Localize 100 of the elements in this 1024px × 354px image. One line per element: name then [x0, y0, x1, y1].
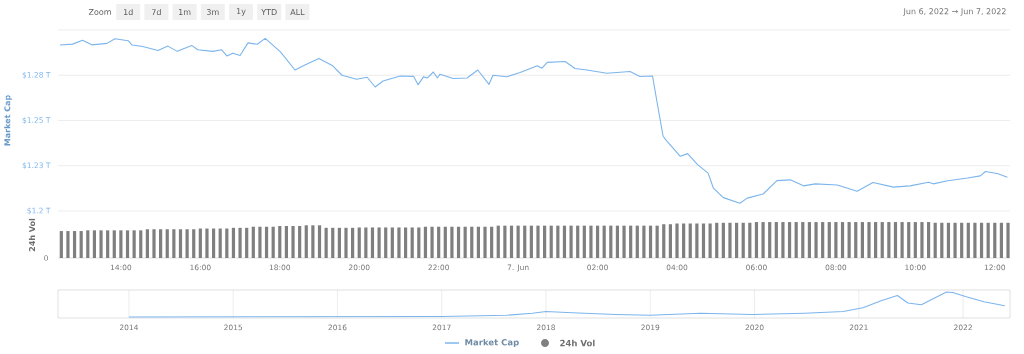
bar: [543, 225, 547, 258]
bar: [609, 225, 613, 258]
bar: [999, 222, 1003, 258]
bar: [966, 222, 970, 258]
bar: [258, 226, 262, 258]
bar: [211, 228, 216, 258]
bar: [456, 226, 461, 258]
bar: [993, 222, 997, 258]
bar: [867, 222, 871, 258]
bar: [887, 222, 891, 258]
bar: [337, 227, 341, 258]
bar: [1006, 222, 1010, 258]
bar: [390, 227, 394, 258]
bar: [973, 222, 977, 258]
bar: [807, 222, 812, 258]
bar: [874, 222, 878, 258]
bar: [225, 228, 229, 258]
bar: [417, 227, 421, 258]
bar: [648, 225, 653, 258]
bar: [397, 227, 401, 258]
bar: [145, 229, 149, 258]
bar: [615, 225, 620, 258]
bar: [298, 226, 302, 258]
bar: [933, 222, 937, 258]
bar: [827, 222, 831, 258]
bar: [549, 225, 553, 258]
bar: [880, 222, 884, 258]
bar: [907, 222, 911, 258]
bar: [251, 226, 255, 258]
bar: [602, 225, 606, 258]
bar: [245, 227, 249, 258]
bar: [979, 222, 984, 258]
bar: [165, 229, 169, 258]
bar: [443, 226, 447, 258]
bar: [953, 222, 957, 258]
bar: [516, 225, 520, 258]
bar: [913, 222, 917, 258]
bar: [364, 227, 368, 258]
bar: [675, 223, 679, 258]
bar: [721, 222, 725, 258]
bar: [655, 225, 659, 258]
bar: [893, 222, 898, 258]
bar: [152, 229, 156, 258]
bar: [668, 224, 672, 258]
bar: [834, 222, 838, 258]
bar: [92, 230, 97, 258]
y-axis-title: Market Cap: [4, 95, 12, 146]
bar: [854, 222, 858, 258]
bar: [629, 225, 633, 258]
bar: [801, 222, 805, 258]
bar: [66, 231, 70, 258]
bar: [622, 225, 626, 258]
bar: [774, 222, 778, 258]
bar: [377, 227, 381, 258]
bar: [357, 227, 361, 258]
bar: [741, 222, 745, 258]
bar: [701, 223, 706, 258]
bar: [986, 222, 990, 258]
bar: [940, 222, 944, 258]
bar: [642, 225, 646, 258]
bar: [589, 225, 593, 258]
bar: [218, 228, 222, 258]
bar: [926, 222, 931, 258]
bar: [814, 222, 818, 258]
bar: [86, 230, 90, 258]
bar: [847, 222, 851, 258]
bar: [821, 222, 825, 258]
bar: [125, 230, 130, 258]
bar: [463, 226, 467, 258]
text: 7d: [151, 8, 161, 16]
bar: [708, 223, 712, 258]
bar: [284, 226, 289, 258]
bar: [595, 225, 600, 258]
bar: [324, 227, 328, 258]
bar: [304, 225, 308, 258]
bar: [761, 222, 765, 258]
bar: [523, 225, 527, 258]
bar: [450, 226, 454, 258]
bar: [231, 227, 236, 258]
bar: [490, 226, 494, 258]
bar: [483, 226, 487, 258]
bar: [503, 225, 507, 258]
bar: [317, 225, 322, 258]
text: 1y: [236, 8, 246, 16]
bar: [781, 222, 785, 258]
bar: [271, 226, 275, 258]
bar: [192, 229, 196, 258]
bar: [840, 222, 845, 258]
bar: [748, 222, 752, 258]
bar: [682, 223, 686, 258]
bar: [960, 222, 964, 258]
bar: [635, 225, 639, 258]
legend-label: 24h Vol: [560, 339, 595, 347]
bar: [291, 226, 295, 258]
bar: [185, 229, 189, 258]
bar: [582, 225, 586, 258]
text: 1m: [179, 9, 191, 15]
bar: [264, 226, 269, 258]
bar: [423, 226, 428, 258]
bar: [178, 229, 183, 258]
